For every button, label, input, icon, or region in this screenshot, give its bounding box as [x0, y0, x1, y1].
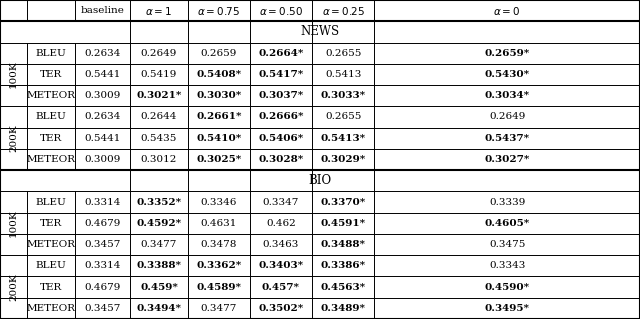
Text: 0.3386*: 0.3386*: [321, 261, 366, 270]
Text: 0.457*: 0.457*: [262, 283, 300, 292]
Text: 0.3370*: 0.3370*: [321, 197, 366, 206]
Text: 0.3339: 0.3339: [489, 197, 525, 206]
Text: 0.3488*: 0.3488*: [321, 240, 366, 249]
Text: 0.3495*: 0.3495*: [484, 304, 530, 313]
Text: 0.3494*: 0.3494*: [136, 304, 182, 313]
Text: 0.5441: 0.5441: [84, 134, 120, 143]
Text: METEOR: METEOR: [26, 91, 76, 100]
Text: 0.3314: 0.3314: [84, 261, 120, 270]
Text: 0.5441: 0.5441: [84, 70, 120, 79]
Text: TER: TER: [40, 283, 62, 292]
Text: 0.3037*: 0.3037*: [259, 91, 303, 100]
Text: 0.5430*: 0.5430*: [484, 70, 530, 79]
Text: 0.5413*: 0.5413*: [321, 134, 366, 143]
Text: 0.2655: 0.2655: [325, 113, 362, 122]
Text: 0.5417*: 0.5417*: [259, 70, 303, 79]
Text: 0.3343: 0.3343: [489, 261, 525, 270]
Text: 0.5406*: 0.5406*: [259, 134, 303, 143]
Text: 0.2666*: 0.2666*: [258, 113, 304, 122]
Text: 0.4605*: 0.4605*: [484, 219, 530, 228]
Text: BIO: BIO: [308, 174, 332, 187]
Text: baseline: baseline: [81, 6, 124, 15]
Text: 0.2634: 0.2634: [84, 113, 120, 122]
Text: BLEU: BLEU: [35, 49, 67, 58]
Text: $\alpha = 1$: $\alpha = 1$: [145, 5, 173, 17]
Text: 0.5435: 0.5435: [141, 134, 177, 143]
Text: 200K: 200K: [9, 124, 18, 152]
Text: 0.3028*: 0.3028*: [259, 155, 303, 164]
Text: 0.3352*: 0.3352*: [136, 197, 182, 206]
Text: $\alpha = 0.25$: $\alpha = 0.25$: [322, 5, 365, 17]
Text: 0.3009: 0.3009: [84, 155, 120, 164]
Text: 0.3012: 0.3012: [141, 155, 177, 164]
Text: 0.3463: 0.3463: [263, 240, 299, 249]
Text: 0.5408*: 0.5408*: [196, 70, 241, 79]
Text: 0.5410*: 0.5410*: [196, 134, 241, 143]
Text: $\alpha = 0$: $\alpha = 0$: [493, 5, 521, 17]
Text: 0.459*: 0.459*: [140, 283, 178, 292]
Text: 0.5437*: 0.5437*: [484, 134, 530, 143]
Text: 0.3347: 0.3347: [263, 197, 299, 206]
Text: 0.4631: 0.4631: [201, 219, 237, 228]
Text: 0.5413: 0.5413: [325, 70, 362, 79]
Text: 0.3009: 0.3009: [84, 91, 120, 100]
Text: 0.3033*: 0.3033*: [321, 91, 366, 100]
Text: 0.2659*: 0.2659*: [484, 49, 530, 58]
Text: BLEU: BLEU: [35, 197, 67, 206]
Text: 0.4589*: 0.4589*: [196, 283, 241, 292]
Text: 0.3362*: 0.3362*: [196, 261, 241, 270]
Text: BLEU: BLEU: [35, 261, 67, 270]
Text: TER: TER: [40, 134, 62, 143]
Text: 0.2664*: 0.2664*: [259, 49, 303, 58]
Text: 0.2659: 0.2659: [201, 49, 237, 58]
Text: TER: TER: [40, 70, 62, 79]
Text: 0.3030*: 0.3030*: [196, 91, 241, 100]
Text: 100K: 100K: [9, 210, 18, 237]
Text: NEWS: NEWS: [300, 26, 340, 38]
Text: 0.3314: 0.3314: [84, 197, 120, 206]
Text: 200K: 200K: [9, 273, 18, 301]
Text: TER: TER: [40, 219, 62, 228]
Text: 0.3478: 0.3478: [201, 240, 237, 249]
Text: 0.3477: 0.3477: [141, 240, 177, 249]
Text: 0.3457: 0.3457: [84, 304, 120, 313]
Text: 0.3029*: 0.3029*: [321, 155, 366, 164]
Text: BLEU: BLEU: [35, 113, 67, 122]
Text: 0.3475: 0.3475: [489, 240, 525, 249]
Text: 0.3025*: 0.3025*: [196, 155, 241, 164]
Text: 0.4590*: 0.4590*: [484, 283, 530, 292]
Text: 0.2634: 0.2634: [84, 49, 120, 58]
Text: 0.3403*: 0.3403*: [259, 261, 303, 270]
Text: 100K: 100K: [9, 61, 18, 88]
Text: 0.2649: 0.2649: [489, 113, 525, 122]
Text: 0.4679: 0.4679: [84, 283, 120, 292]
Text: 0.3388*: 0.3388*: [136, 261, 182, 270]
Text: 0.3346: 0.3346: [201, 197, 237, 206]
Text: 0.3477: 0.3477: [201, 304, 237, 313]
Text: METEOR: METEOR: [26, 155, 76, 164]
Text: 0.3457: 0.3457: [84, 240, 120, 249]
Text: 0.4563*: 0.4563*: [321, 283, 366, 292]
Text: 0.2649: 0.2649: [141, 49, 177, 58]
Text: $\alpha = 0.75$: $\alpha = 0.75$: [197, 5, 241, 17]
Text: 0.2655: 0.2655: [325, 49, 362, 58]
Text: 0.5419: 0.5419: [141, 70, 177, 79]
Text: 0.3021*: 0.3021*: [136, 91, 182, 100]
Text: 0.2661*: 0.2661*: [196, 113, 242, 122]
Text: 0.3502*: 0.3502*: [259, 304, 303, 313]
Text: 0.2644: 0.2644: [141, 113, 177, 122]
Text: 0.4591*: 0.4591*: [321, 219, 366, 228]
Text: 0.3034*: 0.3034*: [484, 91, 530, 100]
Text: 0.3489*: 0.3489*: [321, 304, 366, 313]
Text: 0.3027*: 0.3027*: [484, 155, 530, 164]
Text: 0.4679: 0.4679: [84, 219, 120, 228]
Text: METEOR: METEOR: [26, 304, 76, 313]
Text: $\alpha = 0.50$: $\alpha = 0.50$: [259, 5, 303, 17]
Text: 0.4592*: 0.4592*: [136, 219, 182, 228]
Text: 0.462: 0.462: [266, 219, 296, 228]
Text: METEOR: METEOR: [26, 240, 76, 249]
